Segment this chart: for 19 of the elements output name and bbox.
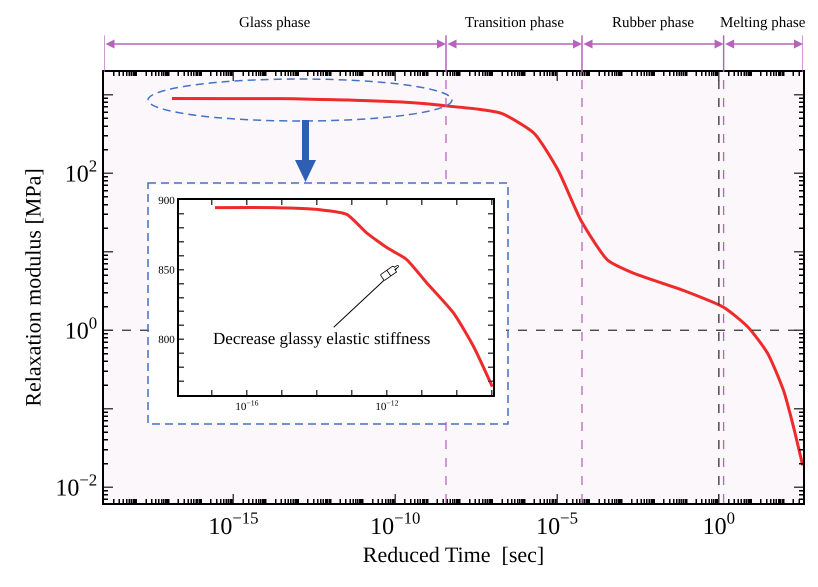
x-tick-label: 10$^{0}$ [702,508,736,540]
y-tick-label: 800 [158,334,176,346]
band-label: Melting phase [720,15,806,31]
x-axis-title: Reduced Time [sec] [362,542,544,568]
x-tick-label: 10$^{−16}$ [235,398,259,414]
band-label: Rubber phase [612,15,694,31]
x-tick-label: 10$^{−15}$ [208,508,259,540]
y-tick-label: 10$^{2}$ [64,156,98,188]
y-tick-label: 10$^{−2}$ [55,470,98,502]
y-axis-title: Relaxation modulus [MPa] [20,168,46,407]
y-tick-label: 850 [158,264,176,276]
band-label: Transition phase [465,15,564,31]
y-tick-label: 10$^{0}$ [64,314,98,345]
x-tick-label: 10$^{−5}$ [536,508,578,540]
x-tick-label: 10$^{−10}$ [370,508,420,540]
annotation: Decrease glassy elastic stiffness [213,329,430,348]
y-tick-label: 900 [158,194,176,207]
band-label: Glass phase [239,15,311,31]
x-tick-label: 10$^{−12}$ [375,398,399,414]
